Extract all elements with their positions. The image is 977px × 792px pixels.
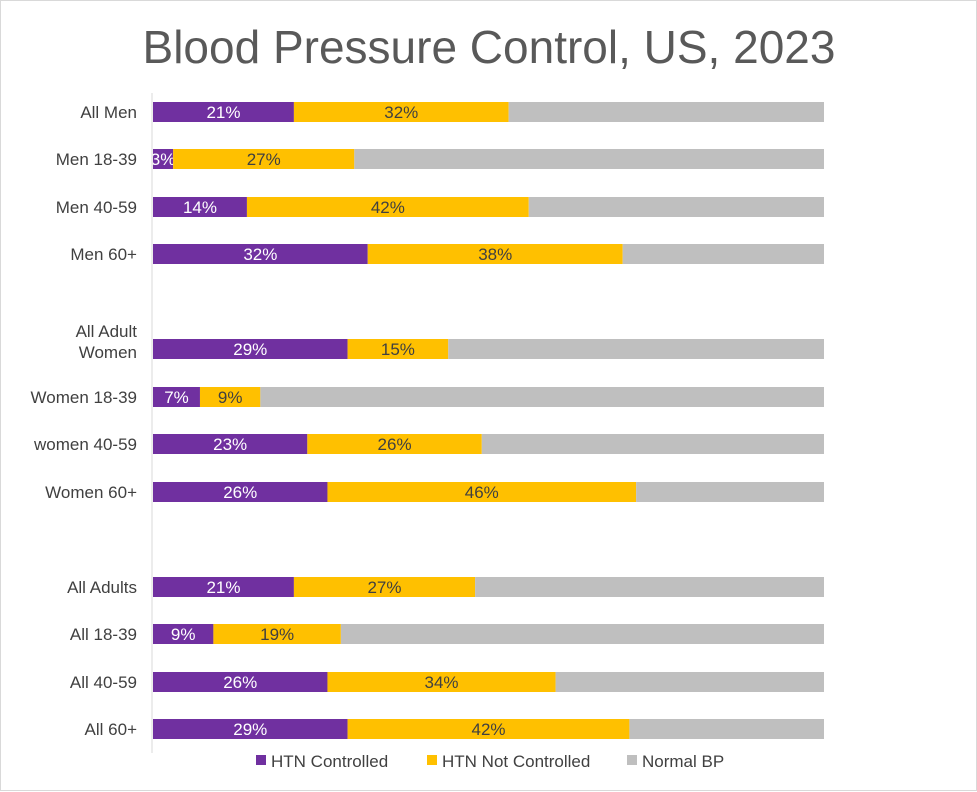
legend-label: HTN Not Controlled	[442, 752, 590, 771]
bar-segment	[153, 624, 214, 644]
data-label: 42%	[371, 198, 405, 217]
bar-segment	[293, 577, 476, 597]
data-label: 21%	[206, 578, 240, 597]
category-label: All Adult Women	[76, 322, 138, 362]
data-label: 46%	[465, 483, 499, 502]
category-label: All Men	[80, 103, 137, 122]
data-label: 38%	[478, 245, 512, 264]
legend-swatch	[627, 755, 637, 765]
bar-segment	[213, 624, 341, 644]
bar-segment	[347, 339, 449, 359]
bar-segment	[153, 719, 348, 739]
bar-segment	[481, 434, 824, 454]
category-label: Men 40-59	[56, 198, 137, 217]
category-label: women 40-59	[33, 435, 137, 454]
category-labels: All Men Men 18-39 Men 40-59 Men 60+ All Adul…	[31, 103, 138, 739]
data-label: 27%	[367, 578, 401, 597]
data-label: 34%	[425, 673, 459, 692]
bar-segment	[448, 339, 824, 359]
data-label: 27%	[247, 150, 281, 169]
bar-segment	[246, 197, 529, 217]
data-label: 9%	[218, 388, 243, 407]
legend-swatch	[427, 755, 437, 765]
bar-segment	[153, 482, 328, 502]
legend-label: Normal BP	[642, 752, 724, 771]
category-label: All 40-59	[70, 673, 137, 692]
data-label: 26%	[223, 673, 257, 692]
data-label: 26%	[223, 483, 257, 502]
category-label: Men 18-39	[56, 150, 137, 169]
bar-segment	[153, 102, 294, 122]
bar-segment	[153, 434, 308, 454]
data-label: 21%	[206, 103, 240, 122]
bar-segment	[153, 387, 200, 407]
bar-segment	[293, 102, 509, 122]
category-label: All Adults	[67, 578, 137, 597]
data-label: 32%	[384, 103, 418, 122]
bar-segment	[354, 149, 824, 169]
bar-segment	[622, 244, 824, 264]
data-label: 26%	[378, 435, 412, 454]
category-label: Men 60+	[70, 245, 137, 264]
data-label: 7%	[164, 388, 189, 407]
data-label: 23%	[213, 435, 247, 454]
bar-segment	[153, 577, 294, 597]
bar-segment	[327, 482, 637, 502]
data-label: 9%	[171, 625, 196, 644]
bar-segment	[307, 434, 482, 454]
legend-swatch	[256, 755, 266, 765]
bar-segment	[173, 149, 355, 169]
data-label: 19%	[260, 625, 294, 644]
data-label: 29%	[233, 340, 267, 359]
bar-segment	[508, 102, 824, 122]
bar-segment	[260, 387, 824, 407]
bar-segment	[475, 577, 824, 597]
legend: HTN Controlled HTN Not Controlled Normal B…	[256, 752, 724, 771]
bar-segment	[199, 387, 261, 407]
data-label: 29%	[233, 720, 267, 739]
bar-segment	[153, 244, 368, 264]
bar-segment	[528, 197, 824, 217]
category-label: Women 60+	[45, 483, 137, 502]
bar-segment	[153, 197, 247, 217]
data-label: 42%	[471, 720, 505, 739]
bar-segment	[629, 719, 824, 739]
category-label: Women 18-39	[31, 388, 137, 407]
category-label: All 18-39	[70, 625, 137, 644]
bars-layer: 21% 32% 3% 27% 14% 42% 32% 38% 29% 15% 7% 9% 23% 26% 2…	[151, 102, 824, 739]
bar-segment	[153, 339, 348, 359]
data-label: 32%	[243, 245, 277, 264]
bar-segment	[367, 244, 623, 264]
data-label: 3%	[151, 150, 176, 169]
bar-segment	[555, 672, 824, 692]
bar-segment	[347, 719, 630, 739]
chart-title: Blood Pressure Control, US, 2023	[143, 21, 836, 73]
category-label: All 60+	[85, 720, 138, 739]
legend-label: HTN Controlled	[271, 752, 388, 771]
bar-segment	[153, 672, 328, 692]
data-label: 15%	[381, 340, 415, 359]
data-label: 14%	[183, 198, 217, 217]
bar-segment	[636, 482, 824, 502]
bar-segment	[340, 624, 824, 644]
bar-segment	[327, 672, 556, 692]
bar-segment	[153, 149, 174, 169]
